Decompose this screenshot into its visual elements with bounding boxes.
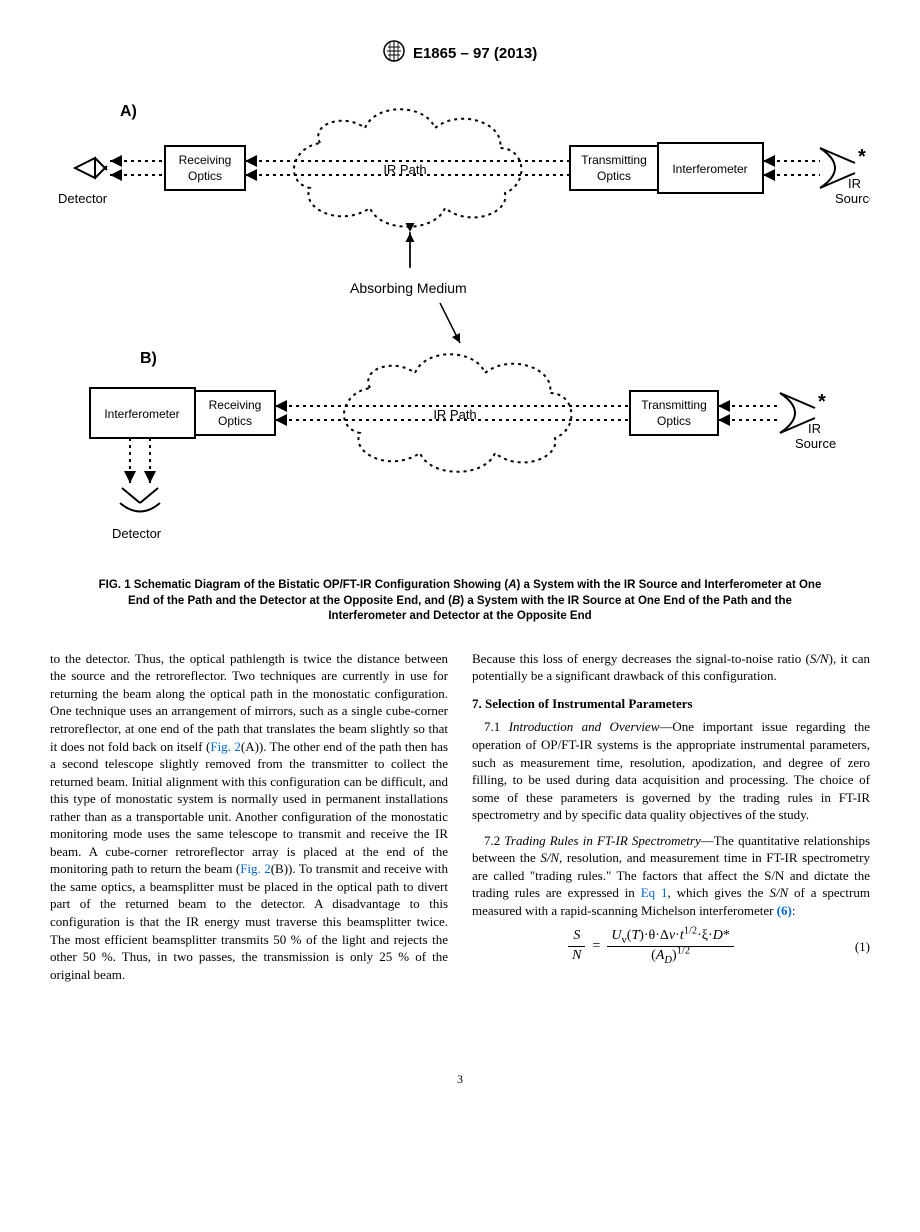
equation-number: (1): [830, 938, 870, 956]
figure-1: A) Detector Receiving Optics IR Path Tra…: [50, 88, 870, 625]
svg-text:Source: Source: [835, 191, 870, 206]
detector-a: Detector: [58, 158, 108, 206]
figure-diagram: A) Detector Receiving Optics IR Path Tra…: [50, 88, 870, 568]
svg-text:Optics: Optics: [218, 414, 252, 428]
equation-1: S N = Uv(T)·θ·Δv·t1/2·ξ·D* (AD)1/2 (1): [472, 927, 870, 966]
svg-text:Transmitting: Transmitting: [641, 398, 707, 412]
column-right: Because this loss of energy decreases th…: [472, 650, 870, 991]
ir-path-cloud-b: IR Path: [344, 355, 571, 473]
col1-paragraph-1: to the detector. Thus, the optical pathl…: [50, 650, 448, 983]
svg-text:Absorbing Medium: Absorbing Medium: [350, 280, 467, 296]
page-header: E1865 – 97 (2013): [50, 40, 870, 68]
fig2-link-b[interactable]: Fig. 2: [240, 861, 271, 876]
svg-text:Interferometer: Interferometer: [104, 407, 179, 421]
svg-text:Detector: Detector: [58, 191, 108, 206]
svg-text:*: *: [818, 391, 826, 413]
svg-text:Receiving: Receiving: [209, 398, 262, 412]
svg-text:Optics: Optics: [657, 414, 691, 428]
section-7-2: 7.2 Trading Rules in FT-IR Spectrometry—…: [472, 832, 870, 920]
figure-caption: FIG. 1 Schematic Diagram of the Bistatic…: [90, 578, 830, 625]
eq1-link[interactable]: Eq 1: [641, 885, 668, 900]
label-a: A): [120, 103, 137, 120]
svg-text:Transmitting: Transmitting: [581, 153, 647, 167]
svg-text:Receiving: Receiving: [179, 153, 232, 167]
ir-source-b: * IR Source: [718, 391, 836, 451]
svg-text:Interferometer: Interferometer: [672, 162, 747, 176]
svg-text:IR Path: IR Path: [433, 407, 476, 422]
svg-text:Source: Source: [795, 436, 836, 451]
svg-text:*: *: [858, 146, 866, 168]
svg-text:Detector: Detector: [112, 526, 162, 541]
page-number: 3: [50, 1071, 870, 1087]
section-7-heading: 7. Selection of Instrumental Parameters: [472, 695, 870, 713]
label-b: B): [140, 350, 157, 367]
svg-text:IR: IR: [808, 421, 821, 436]
ir-source-a: * IR Source: [763, 146, 870, 206]
fig2-link-a[interactable]: Fig. 2: [210, 739, 241, 754]
body-columns: to the detector. Thus, the optical pathl…: [50, 650, 870, 991]
svg-text:Optics: Optics: [188, 169, 222, 183]
column-left: to the detector. Thus, the optical pathl…: [50, 650, 448, 991]
col2-paragraph-1: Because this loss of energy decreases th…: [472, 650, 870, 685]
svg-text:Optics: Optics: [597, 169, 631, 183]
detector-b: Detector: [112, 438, 162, 541]
astm-logo-icon: [383, 40, 405, 68]
ir-path-cloud-a: IR Path: [294, 110, 521, 228]
ref-6[interactable]: (6): [777, 903, 792, 918]
svg-text:IR: IR: [848, 176, 861, 191]
standard-code: E1865 – 97 (2013): [413, 45, 537, 62]
section-7-1: 7.1 Introduction and Overview—One import…: [472, 718, 870, 823]
absorbing-medium-label: Absorbing Medium: [350, 232, 467, 343]
